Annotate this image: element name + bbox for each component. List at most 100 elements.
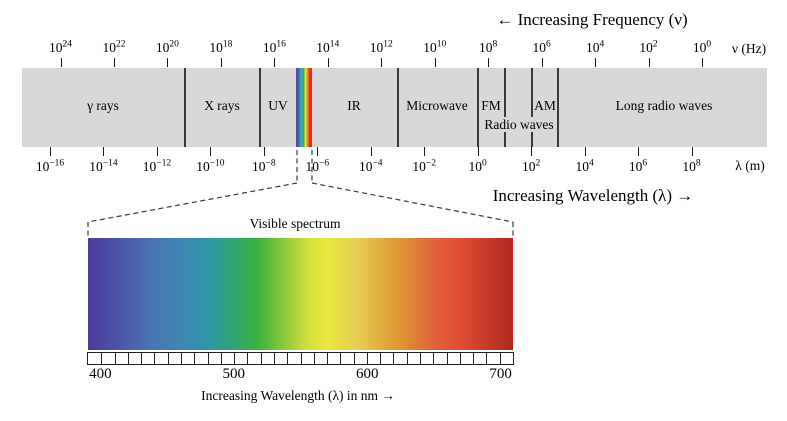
frequency-tick	[113, 58, 115, 67]
frequency-tick	[595, 58, 597, 67]
visible-light-strip	[296, 68, 312, 147]
visible-spectrum-gradient	[88, 238, 513, 350]
ruler-tick	[380, 353, 382, 364]
ruler-tick	[433, 353, 435, 364]
ruler-tick	[260, 353, 262, 364]
ruler-tick	[194, 353, 196, 364]
wavelength-tick	[370, 147, 372, 156]
ruler-tick	[499, 353, 501, 364]
frequency-tick	[434, 58, 436, 67]
wavelength-tick-label: 102	[522, 158, 541, 174]
ruler-tick	[180, 353, 182, 364]
visible-spectrum-label: Visible spectrum	[249, 216, 341, 231]
ruler-tick	[366, 353, 368, 364]
ruler-tick	[300, 353, 302, 364]
region-label-uv: UV	[268, 98, 288, 113]
callout-right-diagonal-line	[311, 182, 514, 223]
frequency-tick-label: 108	[479, 39, 498, 55]
frequency-tick-label: 1022	[102, 39, 126, 55]
ruler-tick	[340, 353, 342, 364]
ruler-tick	[154, 353, 156, 364]
frequency-tick-label: 1024	[49, 39, 72, 55]
ruler-tick	[101, 353, 103, 364]
frequency-tick	[541, 58, 543, 67]
frequency-tick	[648, 58, 650, 67]
region-label-ir: IR	[347, 98, 361, 113]
band-divider	[531, 68, 533, 147]
frequency-tick	[60, 58, 62, 67]
wavelength-tick	[156, 147, 158, 156]
ruler-tick	[393, 353, 395, 364]
wavelength-tick-label: 106	[628, 158, 648, 174]
wavelength-tick-label: 104	[575, 158, 594, 174]
wavelength-tick	[691, 147, 693, 156]
increasing-wavelength-title: Increasing Wavelength (λ) →	[492, 186, 694, 205]
frequency-tick	[702, 58, 704, 67]
ruler-tick	[273, 353, 275, 364]
wavelength-tick-label: 10−8	[252, 158, 276, 174]
ruler-tick	[141, 353, 143, 364]
ruler-tick	[420, 353, 422, 364]
wavelength-tick	[531, 147, 533, 156]
wavelength-tick	[584, 147, 586, 156]
wavelength-tick-label: 10−14	[89, 158, 118, 174]
frequency-tick	[220, 58, 222, 67]
region-label-fm: FM	[481, 98, 501, 113]
ruler-tick	[353, 353, 355, 364]
frequency-tick	[488, 58, 490, 67]
wavelength-tick-label: 10−2	[412, 158, 437, 174]
band-divider	[397, 68, 399, 147]
ruler-tick	[127, 353, 129, 364]
wavelength-tick	[103, 147, 105, 156]
frequency-tick	[274, 58, 276, 67]
frequency-tick-label: 102	[639, 39, 658, 55]
region-label-long-radio-waves: Long radio waves	[615, 98, 713, 113]
frequency-tick-label: 106	[532, 39, 551, 55]
wavelength-tick	[424, 147, 426, 156]
frequency-tick-label: 1020	[155, 39, 179, 55]
ruler-number: 500	[222, 366, 246, 382]
ruler-tick	[327, 353, 329, 364]
frequency-tick	[167, 58, 169, 67]
ruler-tick	[459, 353, 461, 364]
ruler-tick	[167, 353, 169, 364]
region-label-x-rays: X rays	[204, 98, 240, 113]
wavelength-unit-label: λ (m)	[735, 158, 765, 173]
band-divider	[504, 68, 506, 147]
ruler-tick	[313, 353, 315, 364]
ruler-tick	[473, 353, 475, 364]
wavelength-tick	[477, 147, 479, 156]
nm-scale-ruler	[87, 352, 514, 365]
wavelength-tick	[210, 147, 212, 156]
nm-caption: Increasing Wavelength (λ) in nm →	[201, 388, 395, 403]
ruler-tick	[234, 353, 236, 364]
ruler-tick	[446, 353, 448, 364]
increasing-frequency-title: ← Increasing Frequency (ν)	[496, 10, 688, 29]
spectrum-band	[22, 68, 767, 147]
ruler-number: 400	[89, 366, 112, 382]
wavelength-tick-label: 108	[682, 158, 701, 174]
ruler-tick	[247, 353, 249, 364]
radio-waves-label: Radio waves	[481, 117, 557, 132]
wavelength-tick-label: 10−10	[196, 158, 225, 174]
region-label-microwave: Microwave	[406, 98, 468, 113]
wavelength-tick-label: 10−4	[358, 158, 383, 174]
frequency-tick-label: 100	[692, 39, 712, 55]
frequency-tick-label: 1012	[369, 39, 393, 55]
ruler-number: 600	[355, 366, 379, 382]
ruler-number: 700	[489, 366, 512, 382]
wavelength-tick	[263, 147, 265, 156]
frequency-tick-label: 1010	[423, 39, 447, 55]
ruler-tick	[486, 353, 488, 364]
wavelength-tick	[50, 147, 51, 156]
wavelength-tick	[317, 147, 319, 156]
band-divider	[184, 68, 186, 147]
wavelength-tick-label: 10−6	[305, 158, 330, 174]
band-divider	[259, 68, 261, 147]
ruler-tick	[114, 353, 116, 364]
wavelength-tick-label: 10−12	[142, 158, 172, 174]
frequency-unit-label: ν (Hz)	[731, 41, 767, 56]
frequency-tick-label: 1014	[316, 39, 340, 55]
frequency-tick-label: 1016	[262, 39, 286, 55]
